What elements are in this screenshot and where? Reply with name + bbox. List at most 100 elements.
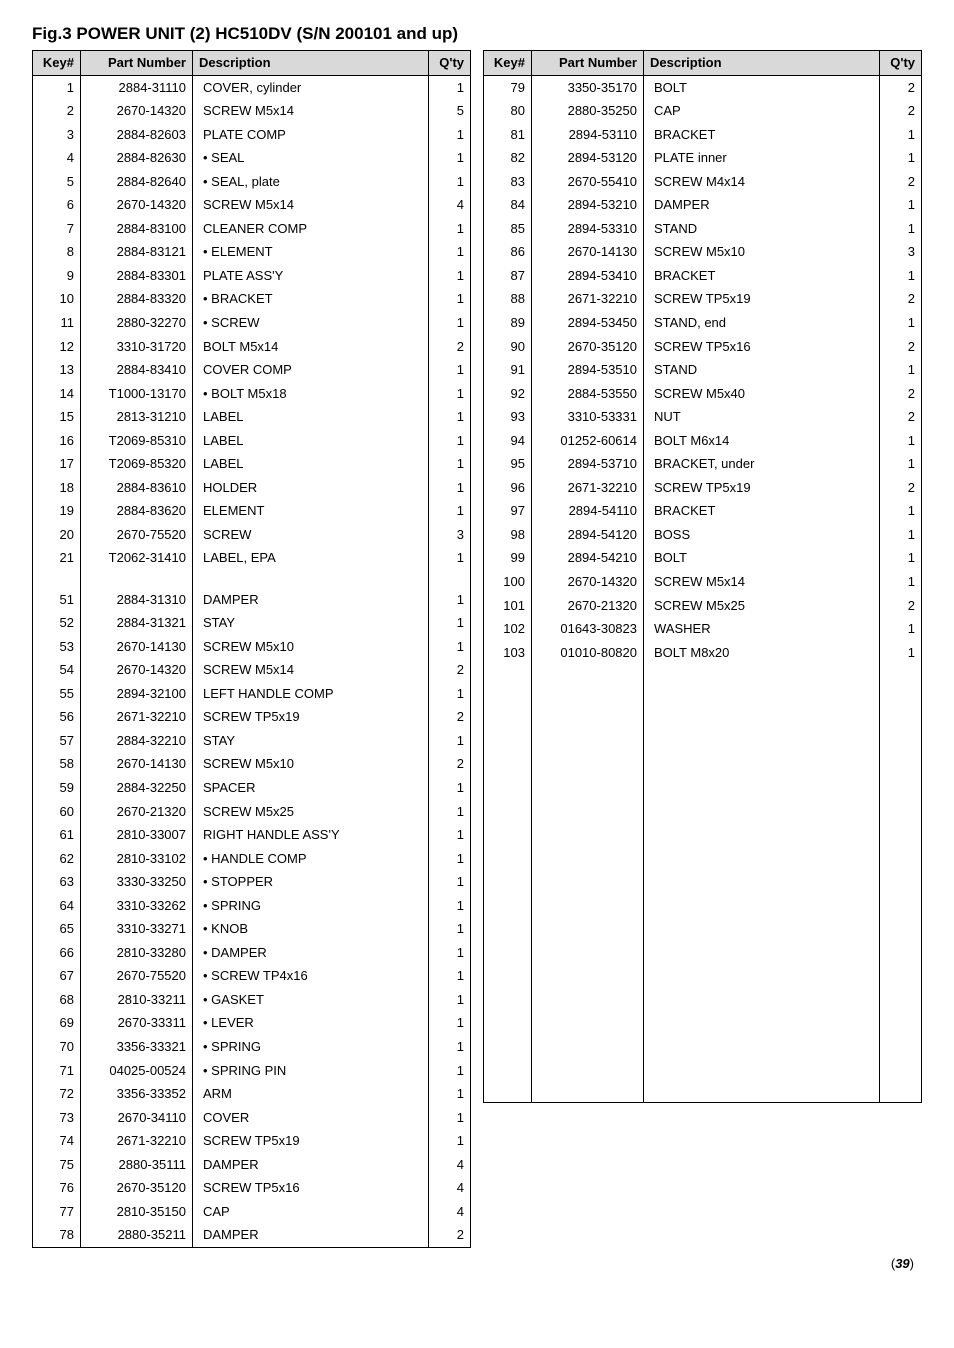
cell-key bbox=[484, 1050, 532, 1068]
cell-qty: 1 bbox=[880, 358, 922, 382]
right-table-wrap: Key# Part Number Description Q'ty 793350… bbox=[483, 50, 922, 1248]
cell-desc: SCREW M5x25 bbox=[644, 594, 880, 618]
cell-part bbox=[532, 1068, 644, 1086]
parts-table-right: Key# Part Number Description Q'ty 793350… bbox=[483, 50, 922, 1103]
header-qty: Q'ty bbox=[429, 51, 471, 76]
cell-key: 19 bbox=[33, 499, 81, 523]
cell-desc: STAY bbox=[193, 611, 429, 635]
table-row bbox=[484, 752, 922, 770]
table-row: 512884-31310DAMPER1 bbox=[33, 588, 471, 612]
table-row: 622810-33102• HANDLE COMP1 bbox=[33, 847, 471, 871]
cell-desc: COVER, cylinder bbox=[193, 75, 429, 99]
cell-desc: SCREW M4x14 bbox=[644, 170, 880, 194]
cell-qty: 2 bbox=[429, 752, 471, 776]
cell-desc: LABEL bbox=[193, 452, 429, 476]
cell-part: 3356-33321 bbox=[81, 1035, 193, 1059]
cell-qty: 4 bbox=[429, 1176, 471, 1200]
cell-desc: SCREW TP5x19 bbox=[644, 287, 880, 311]
table-row bbox=[484, 945, 922, 963]
cell-qty: 1 bbox=[429, 964, 471, 988]
cell-key bbox=[484, 752, 532, 770]
cell-desc: • SEAL, plate bbox=[193, 170, 429, 194]
cell-part: 3350-35170 bbox=[532, 75, 644, 99]
cell-key: 17 bbox=[33, 452, 81, 476]
cell-part: 01643-30823 bbox=[532, 617, 644, 641]
table-row: 92884-83301PLATE ASS'Y1 bbox=[33, 264, 471, 288]
table-row: 972894-54110BRACKET1 bbox=[484, 499, 922, 523]
cell-desc: BRACKET bbox=[644, 264, 880, 288]
table-row: 12884-31110COVER, cylinder1 bbox=[33, 75, 471, 99]
cell-part: 2894-53450 bbox=[532, 311, 644, 335]
cell-desc: SCREW M5x14 bbox=[193, 658, 429, 682]
cell-desc bbox=[644, 945, 880, 963]
table-row bbox=[484, 1085, 922, 1103]
table-row: 102884-83320• BRACKET1 bbox=[33, 287, 471, 311]
pagenum-value: 39 bbox=[895, 1256, 909, 1271]
cell-part: T2069-85310 bbox=[81, 429, 193, 453]
cell-desc: BRACKET, under bbox=[644, 452, 880, 476]
cell-qty bbox=[880, 1033, 922, 1051]
cell-key: 10 bbox=[33, 287, 81, 311]
table-row: 832670-55410SCREW M4x142 bbox=[484, 170, 922, 194]
table-row: 922884-53550SCREW M5x402 bbox=[484, 382, 922, 406]
cell-key bbox=[484, 1068, 532, 1086]
header-key: Key# bbox=[33, 51, 81, 76]
cell-qty: 1 bbox=[429, 546, 471, 570]
cell-qty: 4 bbox=[429, 1200, 471, 1224]
cell-desc: • SPRING bbox=[193, 894, 429, 918]
table-row bbox=[484, 805, 922, 823]
cell-desc: • KNOB bbox=[193, 917, 429, 941]
cell-key: 91 bbox=[484, 358, 532, 382]
table-row bbox=[484, 875, 922, 893]
cell-desc bbox=[644, 892, 880, 910]
cell-desc: • BOLT M5x18 bbox=[193, 382, 429, 406]
cell-part: 2884-83100 bbox=[81, 217, 193, 241]
table-row bbox=[484, 963, 922, 981]
table-row: 703356-33321• SPRING1 bbox=[33, 1035, 471, 1059]
cell-qty: 1 bbox=[429, 287, 471, 311]
cell-key: 97 bbox=[484, 499, 532, 523]
cell-part: 2894-54120 bbox=[532, 523, 644, 547]
cell-key: 82 bbox=[484, 146, 532, 170]
cell-part: 2884-32210 bbox=[81, 729, 193, 753]
cell-qty bbox=[880, 1015, 922, 1033]
cell-qty: 1 bbox=[429, 1059, 471, 1083]
cell-desc bbox=[644, 787, 880, 805]
table-row bbox=[484, 717, 922, 735]
cell-desc: COVER COMP bbox=[193, 358, 429, 382]
table-row: 793350-35170BOLT2 bbox=[484, 75, 922, 99]
cell-qty: 2 bbox=[880, 75, 922, 99]
table-row: 812894-53110BRACKET1 bbox=[484, 123, 922, 147]
table-row: 22670-14320SCREW M5x145 bbox=[33, 99, 471, 123]
cell-part bbox=[532, 822, 644, 840]
cell-key: 79 bbox=[484, 75, 532, 99]
cell-qty bbox=[880, 770, 922, 788]
cell-part: 2894-53120 bbox=[532, 146, 644, 170]
cell-qty: 1 bbox=[429, 988, 471, 1012]
cell-desc: • SPRING PIN bbox=[193, 1059, 429, 1083]
table-row: 762670-35120SCREW TP5x164 bbox=[33, 1176, 471, 1200]
cell-part bbox=[532, 699, 644, 717]
cell-key: 4 bbox=[33, 146, 81, 170]
table-row bbox=[484, 787, 922, 805]
cell-part: 2813-31210 bbox=[81, 405, 193, 429]
table-row: 742671-32210SCREW TP5x191 bbox=[33, 1129, 471, 1153]
cell-desc: • GASKET bbox=[193, 988, 429, 1012]
cell-qty: 4 bbox=[429, 193, 471, 217]
cell-qty: 2 bbox=[880, 476, 922, 500]
cell-desc bbox=[644, 927, 880, 945]
cell-desc: ELEMENT bbox=[193, 499, 429, 523]
cell-part: 2884-83301 bbox=[81, 264, 193, 288]
cell-key: 80 bbox=[484, 99, 532, 123]
cell-key: 1 bbox=[33, 75, 81, 99]
cell-part: 2884-31110 bbox=[81, 75, 193, 99]
cell-desc bbox=[644, 1033, 880, 1051]
cell-desc bbox=[644, 963, 880, 981]
cell-desc: SCREW M5x25 bbox=[193, 800, 429, 824]
cell-desc: SCREW M5x40 bbox=[644, 382, 880, 406]
cell-qty: 1 bbox=[429, 729, 471, 753]
cell-key: 2 bbox=[33, 99, 81, 123]
cell-qty: 1 bbox=[880, 193, 922, 217]
cell-key: 12 bbox=[33, 335, 81, 359]
cell-qty: 1 bbox=[429, 1082, 471, 1106]
